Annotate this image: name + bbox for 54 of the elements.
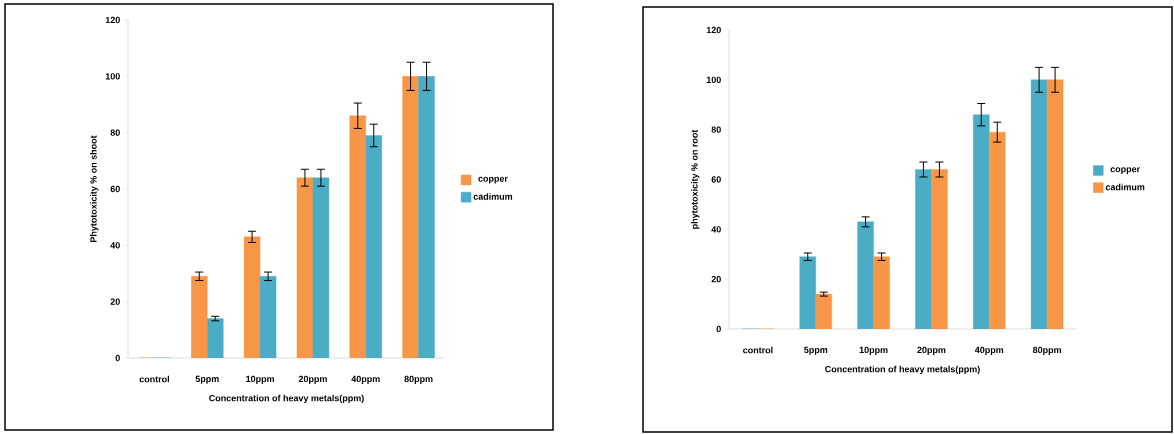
x-tick-label: 80ppm [1032,346,1061,355]
bar [873,256,890,329]
y-tick-label: 100 [105,73,120,80]
bar [931,169,948,329]
bar [815,293,832,329]
y-tick-label: 80 [110,129,120,136]
bar [799,256,816,329]
x-tick-label: 10ppm [246,375,274,384]
bar [349,115,366,358]
y-axis-title: phytotoxicity % on root [691,129,700,229]
y-tick-label: 40 [711,226,721,233]
x-tick-label: 80ppm [404,375,433,384]
bar [973,114,990,329]
y-tick-label: 120 [105,16,120,24]
x-tick-label: 40ppm [974,346,1004,355]
bar [418,76,435,358]
bar [915,169,932,329]
bar [1046,79,1064,329]
bar [259,276,277,358]
legend-label: copper [478,176,508,184]
bar [243,236,261,358]
y-tick-label: 120 [706,26,721,34]
bar [312,177,330,358]
x-tick-label: control [743,346,773,354]
y-tick-label: 60 [110,185,120,193]
y-tick-label: 100 [706,76,721,83]
bar [191,276,208,358]
bar [989,131,1006,329]
bar [857,221,874,329]
x-axis-title: Concentration of heavy metals(ppm) [209,394,364,404]
bar [207,318,224,358]
y-axis-title: Phytotoxicity % on shoot [90,135,99,242]
x-tick-label: 20ppm [298,375,327,384]
x-tick-label: control [139,375,169,383]
legend-label: cadimum [1105,183,1145,191]
y-tick-label: 20 [110,298,120,305]
x-tick-label: 10ppm [859,346,888,355]
x-tick-label: 5ppm [195,375,219,384]
y-tick-label: 80 [711,126,721,133]
y-tick-label: 60 [711,176,721,183]
y-tick-label: 0 [115,354,120,362]
legend-label: copper [1110,167,1140,175]
y-tick-label: 20 [711,275,721,283]
y-tick-label: 40 [110,242,120,249]
x-tick-label: 40ppm [351,375,380,384]
x-tick-label: 5ppm [804,346,828,355]
x-tick-label: 20ppm [917,346,946,355]
bar [402,76,419,358]
x-axis-title: Concentration of heavy metals(ppm) [825,365,980,375]
bar [1030,79,1048,329]
y-tick-label: 0 [716,325,721,333]
legend-label: cadimum [473,193,513,200]
bar [365,135,382,358]
bar [296,177,314,358]
